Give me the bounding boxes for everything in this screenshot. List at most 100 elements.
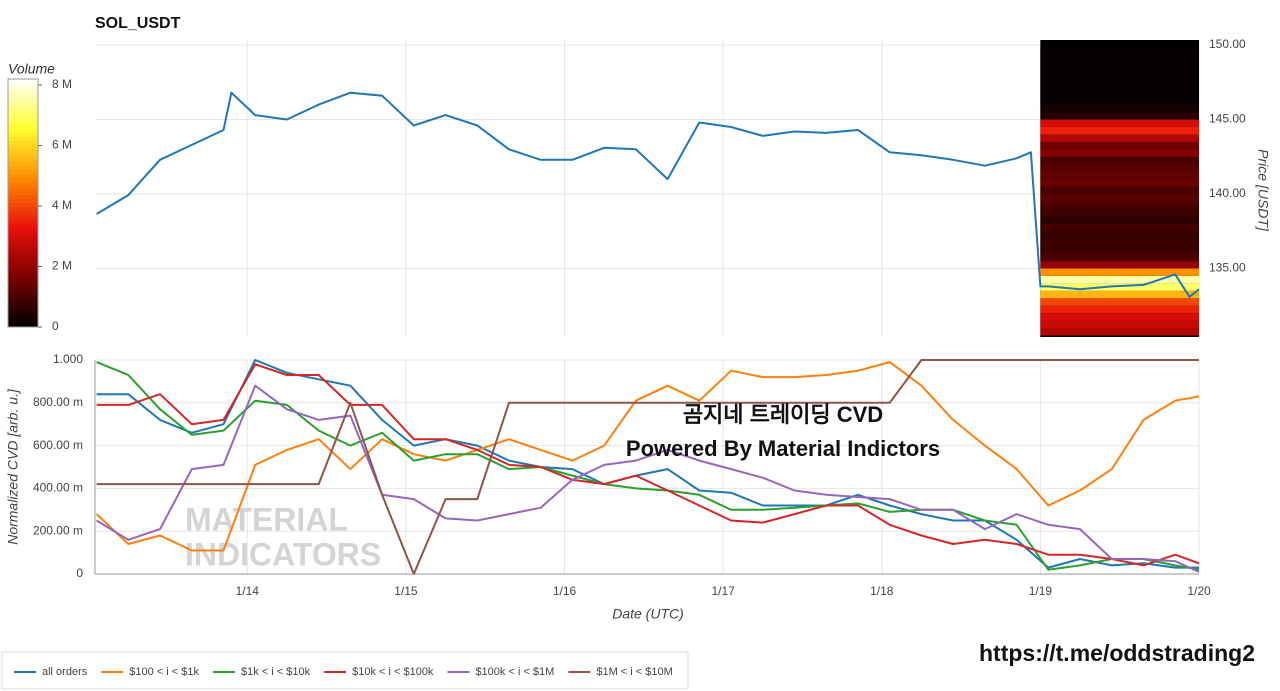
line-series — [96, 363, 1200, 567]
line-series — [96, 91, 1200, 298]
colorbar-segment — [8, 281, 38, 287]
heatmap-cell — [1040, 171, 1199, 180]
heatmap-cell — [1040, 231, 1199, 239]
heatmap-cell — [1040, 52, 1199, 60]
y-tick-label: 145.00 — [1209, 112, 1246, 126]
colorbar-segment — [8, 310, 38, 316]
y-axis-label: Price [USDT] — [1255, 149, 1271, 232]
colorbar-segment — [8, 112, 38, 117]
y-tick-label: 400.00 m — [33, 481, 83, 495]
colorbar-segment — [8, 236, 38, 241]
heatmap-cell — [1040, 67, 1199, 75]
y-tick-label: 200.00 m — [33, 523, 83, 537]
colorbar-segment — [8, 211, 38, 216]
heatmap-cell — [1040, 298, 1199, 306]
y-tick-label: 0 — [76, 566, 83, 580]
colorbar-segment — [8, 298, 38, 303]
colorbar-segment — [8, 227, 38, 233]
colorbar-segment — [8, 302, 38, 307]
heatmap-cell — [1040, 305, 1199, 314]
heatmap-cell — [1040, 313, 1199, 321]
y-tick-label: 140.00 — [1209, 186, 1246, 200]
y-tick-label: 600.00 m — [33, 438, 83, 452]
heatmap-cell — [1040, 290, 1199, 299]
colorbar-segment — [8, 161, 38, 167]
heatmap-cell — [1040, 119, 1199, 127]
legend-label: all orders — [42, 666, 88, 678]
heatmap-cell — [1040, 126, 1199, 135]
footer-link: https://t.me/oddstrading2 — [979, 640, 1255, 666]
heatmap-cell — [1040, 74, 1199, 83]
colorbar-segment — [8, 306, 38, 311]
colorbar-segment — [8, 322, 38, 328]
x-tick-label: 1/20 — [1187, 584, 1211, 598]
colorbar-segment — [8, 285, 38, 291]
colorbar-segment — [8, 149, 38, 154]
heatmap-cell — [1040, 134, 1199, 142]
colorbar-segment — [8, 265, 38, 270]
heatmap-cell — [1040, 268, 1199, 276]
x-tick-label: 1/15 — [394, 584, 418, 598]
colorbar-tick-label: 8 M — [52, 77, 72, 91]
y-tick-label: 135.00 — [1209, 261, 1246, 275]
heatmap-cell — [1040, 104, 1199, 113]
colorbar-tick-label: 0 — [52, 319, 59, 333]
colorbar-segment — [8, 186, 38, 192]
colorbar-segment — [8, 260, 38, 266]
colorbar-segment — [8, 273, 38, 278]
colorbar-segment — [8, 132, 38, 138]
colorbar-segment — [8, 87, 38, 92]
x-tick-label: 1/18 — [870, 584, 894, 598]
heatmap-cell — [1040, 201, 1199, 209]
colorbar-segment — [8, 269, 38, 274]
y-tick-label: 150.00 — [1209, 37, 1246, 51]
heatmap-cell — [1040, 194, 1199, 202]
line-series — [96, 359, 1199, 575]
colorbar-segment — [8, 248, 38, 254]
colorbar-tick-label: 2 M — [52, 259, 72, 273]
colorbar-segment — [8, 289, 38, 295]
colorbar-segment — [8, 83, 38, 88]
heatmap-cell — [1040, 112, 1199, 120]
colorbar-tick-label: 6 M — [52, 138, 72, 152]
colorbar-segment — [8, 207, 38, 212]
colorbar-label: Volume — [8, 61, 55, 77]
heatmap-cell — [1040, 149, 1199, 157]
colorbar-segment — [8, 252, 38, 258]
colorbar-segment — [8, 231, 38, 237]
colorbar-segment — [8, 318, 38, 324]
colorbar-segment — [8, 99, 38, 105]
colorbar-segment — [8, 182, 38, 187]
heatmap-cell — [1040, 45, 1199, 53]
heatmap-cell — [1040, 208, 1199, 217]
colorbar-segment — [8, 314, 38, 320]
heatmap-cell — [1040, 328, 1199, 336]
y-axis-label: Normalized CVD [arb. u.] — [5, 388, 21, 545]
colorbar-segment — [8, 141, 38, 146]
colorbar-segment — [8, 120, 38, 125]
x-tick-label: 1/16 — [553, 584, 577, 598]
x-axis-label: Date (UTC) — [612, 606, 684, 622]
heatmap-cell — [1040, 186, 1199, 195]
legend-box — [1, 651, 689, 690]
colorbar-segment — [8, 95, 38, 101]
colorbar-frame — [7, 78, 39, 328]
legend-label: $100 < i < $1k — [129, 666, 199, 678]
overlay-text: 곰지네 트레이딩 CVD — [683, 402, 883, 427]
heatmap-cell — [1040, 283, 1199, 291]
colorbar-segment — [8, 145, 38, 150]
heatmap-cell — [1040, 179, 1199, 187]
heatmap-cell — [1040, 216, 1199, 224]
colorbar-segment — [8, 157, 38, 163]
colorbar-segment — [8, 256, 38, 262]
colorbar-segment — [8, 293, 38, 299]
colorbar-segment — [8, 116, 38, 121]
heatmap-cell — [1040, 320, 1199, 329]
colorbar-segment — [8, 178, 38, 183]
heatmap-cell — [1040, 253, 1199, 262]
colorbar-segment — [8, 136, 38, 142]
heatmap-cell — [1040, 89, 1199, 98]
legend-label: $10k < i < $100k — [352, 666, 434, 678]
